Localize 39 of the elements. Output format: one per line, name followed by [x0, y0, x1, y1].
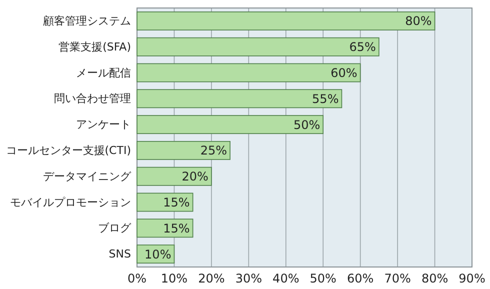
data-label: 60%: [330, 66, 358, 80]
y-tick-label: ブログ: [98, 222, 132, 235]
bar: [136, 63, 361, 82]
y-tick-label: モバイルプロモーション: [10, 196, 131, 209]
data-label: 65%: [349, 40, 376, 54]
data-label: 80%: [405, 14, 432, 28]
bar: [136, 218, 194, 238]
x-tick-label: 90%: [458, 272, 486, 286]
y-tick-label: 顧客管理システム: [43, 14, 131, 28]
x-tick-label: 0%: [127, 272, 147, 286]
x-tick-label: 70%: [384, 272, 411, 286]
bar: [136, 166, 212, 186]
bar: [136, 115, 324, 134]
x-tick-label: 30%: [235, 272, 262, 286]
y-tick-label: コールセンター支援(CTI): [6, 144, 131, 157]
y-tick-label: 問い合わせ管理: [54, 92, 131, 106]
y-tick-label: アンケート: [76, 118, 131, 132]
x-tick-label: 60%: [346, 272, 374, 286]
bar: [136, 37, 380, 56]
bar: [136, 192, 194, 212]
x-tick-label: 20%: [198, 272, 225, 286]
y-tick-label: SNS: [108, 248, 132, 261]
y-tick-label: メール配信: [76, 66, 131, 80]
data-label: 25%: [200, 144, 228, 158]
y-tick-label: 営業支援(SFA): [58, 40, 131, 54]
x-tick-label: 40%: [272, 272, 300, 286]
data-label: 20%: [182, 170, 208, 184]
bar: [136, 140, 230, 160]
bar: [136, 11, 436, 30]
x-tick-label: 10%: [160, 272, 188, 286]
data-label: 10%: [144, 247, 172, 262]
x-tick-label: 80%: [421, 272, 448, 286]
data-label: 55%: [312, 92, 339, 106]
x-tick-label: 50%: [310, 272, 336, 286]
data-label: 50%: [293, 118, 320, 132]
y-tick-label: データマイニング: [43, 170, 132, 183]
data-label: 15%: [163, 195, 190, 210]
data-label: 15%: [163, 221, 190, 236]
bar: [136, 89, 342, 108]
